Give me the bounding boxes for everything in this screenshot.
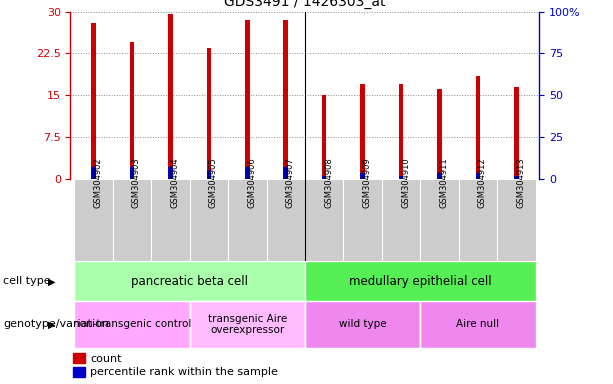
Text: GSM304911: GSM304911 bbox=[440, 157, 449, 208]
Text: GSM304906: GSM304906 bbox=[247, 157, 256, 208]
Text: GSM304913: GSM304913 bbox=[516, 157, 525, 208]
Text: GSM304910: GSM304910 bbox=[401, 157, 410, 208]
Text: cell type: cell type bbox=[3, 276, 51, 286]
Bar bbox=[476, 76, 480, 179]
Bar bbox=[267, 179, 305, 261]
Text: GSM304907: GSM304907 bbox=[286, 157, 295, 208]
Bar bbox=[130, 167, 134, 179]
Bar bbox=[399, 84, 403, 179]
Text: pancreatic beta cell: pancreatic beta cell bbox=[131, 275, 248, 288]
Bar bbox=[228, 179, 267, 261]
Text: wild type: wild type bbox=[339, 319, 386, 329]
Text: ▶: ▶ bbox=[48, 319, 56, 329]
Bar bbox=[322, 95, 327, 179]
Bar bbox=[207, 170, 211, 179]
Text: GSM304905: GSM304905 bbox=[209, 157, 218, 208]
Bar bbox=[283, 20, 288, 179]
Bar bbox=[421, 179, 459, 261]
Bar bbox=[168, 167, 173, 179]
Text: GSM304909: GSM304909 bbox=[363, 157, 371, 208]
Bar bbox=[168, 14, 173, 179]
Text: ▶: ▶ bbox=[48, 276, 56, 286]
Text: GSM304902: GSM304902 bbox=[94, 157, 102, 208]
Bar bbox=[74, 367, 85, 377]
Text: GSM304912: GSM304912 bbox=[478, 157, 487, 208]
Text: percentile rank within the sample: percentile rank within the sample bbox=[90, 367, 278, 377]
Text: GSM304904: GSM304904 bbox=[170, 157, 180, 208]
Text: non-transgenic control: non-transgenic control bbox=[73, 319, 191, 329]
Bar bbox=[74, 353, 85, 363]
Bar bbox=[113, 179, 151, 261]
Text: GSM304903: GSM304903 bbox=[132, 157, 141, 208]
Bar bbox=[74, 261, 305, 301]
Bar bbox=[322, 176, 327, 179]
Bar bbox=[382, 179, 421, 261]
Bar bbox=[74, 179, 113, 261]
Bar bbox=[91, 167, 96, 179]
Bar bbox=[151, 179, 189, 261]
Title: GDS3491 / 1426303_at: GDS3491 / 1426303_at bbox=[224, 0, 386, 9]
Bar bbox=[459, 179, 497, 261]
Bar bbox=[476, 173, 480, 179]
Bar bbox=[189, 179, 228, 261]
Bar bbox=[245, 167, 249, 179]
Bar bbox=[91, 23, 96, 179]
Bar bbox=[305, 179, 343, 261]
Bar bbox=[74, 301, 189, 348]
Bar bbox=[283, 167, 288, 179]
Text: count: count bbox=[90, 354, 122, 364]
Text: transgenic Aire
overexpressor: transgenic Aire overexpressor bbox=[208, 314, 287, 335]
Bar bbox=[514, 176, 519, 179]
Text: GSM304908: GSM304908 bbox=[324, 157, 333, 208]
Bar bbox=[514, 87, 519, 179]
Bar bbox=[130, 42, 134, 179]
Bar bbox=[245, 20, 249, 179]
Bar bbox=[360, 84, 365, 179]
Bar bbox=[497, 179, 536, 261]
Text: medullary epithelial cell: medullary epithelial cell bbox=[349, 275, 492, 288]
Text: genotype/variation: genotype/variation bbox=[3, 319, 109, 329]
Bar bbox=[305, 261, 536, 301]
Bar bbox=[437, 173, 442, 179]
Bar bbox=[343, 179, 382, 261]
Bar bbox=[437, 89, 442, 179]
Bar bbox=[305, 301, 421, 348]
Bar bbox=[207, 48, 211, 179]
Bar bbox=[189, 301, 305, 348]
Bar bbox=[399, 176, 403, 179]
Bar bbox=[421, 301, 536, 348]
Text: Aire null: Aire null bbox=[456, 319, 500, 329]
Bar bbox=[360, 173, 365, 179]
